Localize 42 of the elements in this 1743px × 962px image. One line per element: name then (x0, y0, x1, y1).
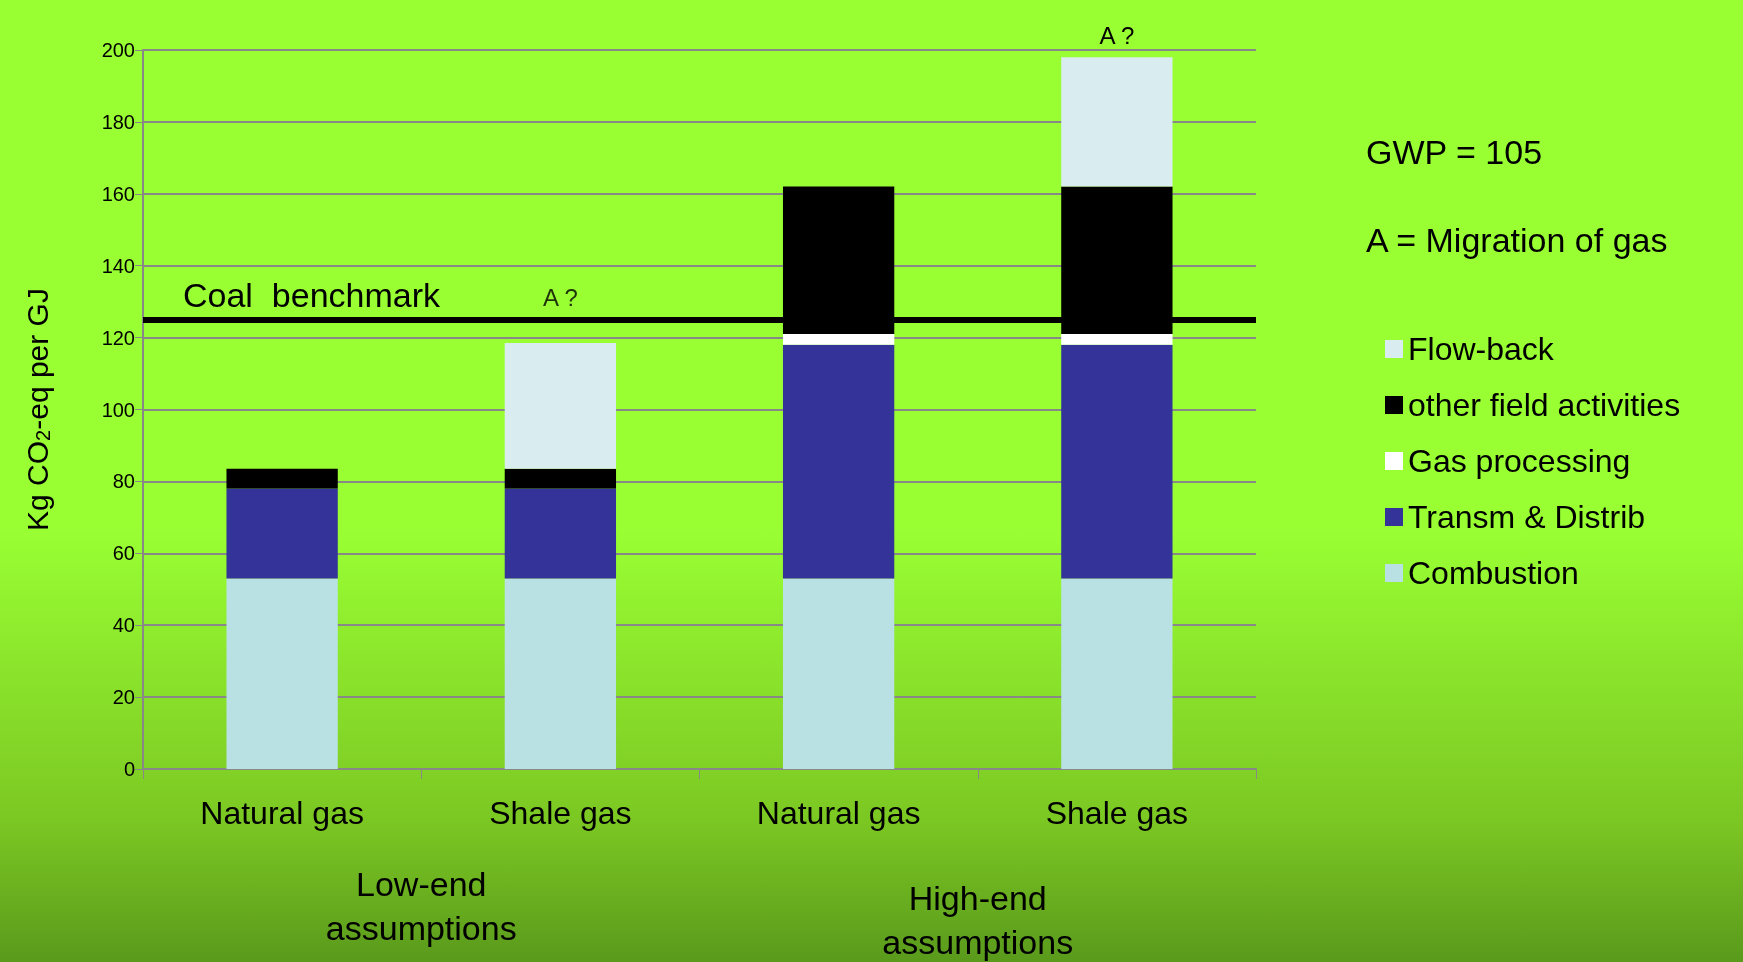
bar (504, 468, 617, 489)
x-tick-label: Shale gas (1045, 795, 1189, 831)
bar (504, 488, 617, 579)
legend-label: Flow-back (1408, 331, 1555, 367)
text: GWP = 105 (1366, 133, 1543, 171)
bar (1061, 344, 1173, 579)
ref-line-label: Coal benchmark (183, 275, 442, 314)
x-tick-label: Natural gas (756, 795, 921, 831)
legend-label: Gas processing (1408, 443, 1631, 479)
bar (782, 334, 895, 345)
y-tick-label: 160 (101, 182, 135, 205)
y-tick-label: 0 (123, 758, 135, 780)
text: A ? (1099, 21, 1135, 49)
bar (1061, 334, 1173, 345)
bar (782, 344, 895, 579)
x-tick-label: Shale gas (489, 795, 632, 831)
bar (504, 578, 617, 769)
y-tick-label: 120 (101, 326, 135, 349)
bar (1061, 57, 1173, 187)
legend-label: other field activities (1408, 387, 1681, 423)
y-tick-label: 200 (101, 39, 135, 61)
y-tick-label: 60 (112, 542, 135, 565)
annotation: A ? (543, 284, 578, 312)
legend-label: Transm & Distrib (1408, 499, 1646, 535)
bar (226, 468, 338, 489)
bar (1061, 578, 1173, 769)
legend-label: Combustion (1408, 555, 1579, 591)
y-tick-label: 80 (112, 470, 135, 493)
text: A = Migration of gas (1366, 221, 1668, 259)
bar (782, 578, 895, 769)
y-tick-label: 40 (112, 614, 135, 637)
x-tick-label: Natural gas (200, 795, 364, 831)
y-tick-label: 100 (101, 398, 135, 421)
text: High-end assumptions (882, 879, 1074, 961)
bar (504, 342, 617, 469)
y-tick-label: 20 (112, 686, 135, 709)
y-tick-label: 180 (101, 110, 135, 133)
bar (226, 488, 338, 579)
y-tick-label: 140 (101, 254, 135, 277)
y-axis-title: Kg CO2-eq per GJ (20, 288, 54, 531)
bar (226, 578, 338, 769)
text: Low-end assumptions (325, 865, 517, 947)
